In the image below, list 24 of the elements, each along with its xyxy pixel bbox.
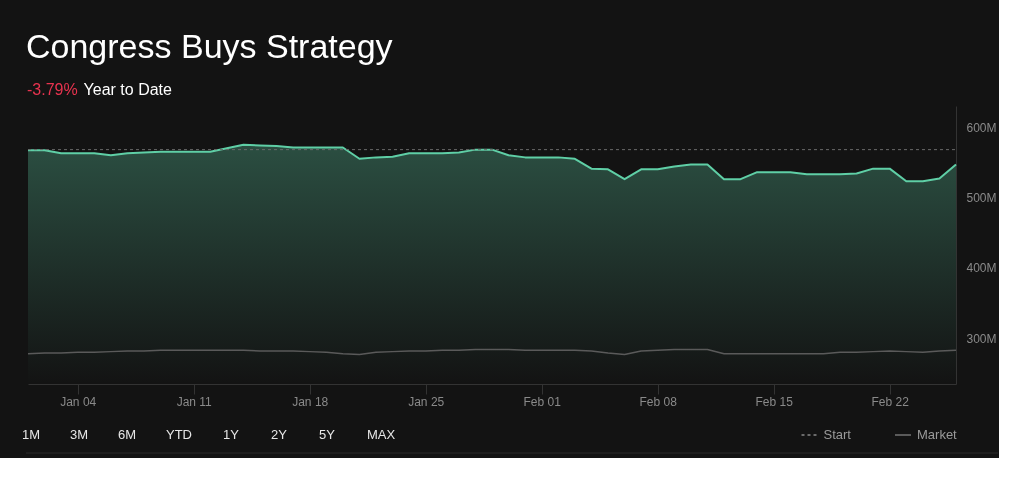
y-tick-label: 600M xyxy=(966,120,997,135)
text: 1M xyxy=(22,427,41,442)
y-tick-label: 400M xyxy=(966,261,997,276)
x-tick-label: Jan 25 xyxy=(408,394,445,409)
legend-label: Market xyxy=(917,427,958,442)
text: MAX xyxy=(367,427,396,442)
x-tick-label: Feb 15 xyxy=(755,394,794,409)
text: 5Y xyxy=(319,427,336,442)
text: 6M xyxy=(118,427,137,442)
y-tick-label: 500M xyxy=(966,190,997,205)
x-tick-label: Feb 22 xyxy=(871,394,910,409)
x-tick-label: Jan 11 xyxy=(176,394,213,409)
x-tick-label: Jan 18 xyxy=(292,394,329,409)
text: 3M xyxy=(70,427,89,442)
chart-subtitle: -3.79% Year to Date xyxy=(27,81,173,98)
x-tick-label: Feb 08 xyxy=(639,394,678,409)
x-tick-label: Feb 01 xyxy=(523,394,562,409)
x-tick-label: Jan 04 xyxy=(60,394,97,409)
legend-label: Start xyxy=(823,427,852,442)
y-tick-label: 300M xyxy=(966,331,997,346)
text: 2Y xyxy=(271,427,288,442)
text: 1Y xyxy=(223,427,240,442)
chart-title: Congress Buys Strategy xyxy=(26,27,393,65)
text: YTD xyxy=(166,427,192,442)
